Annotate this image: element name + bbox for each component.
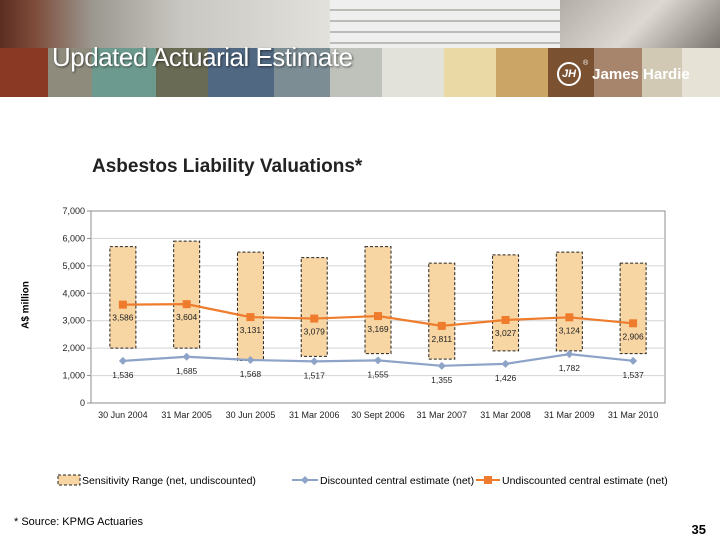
color-swatch: [594, 48, 642, 97]
undiscounted-data-label: 3,079: [304, 327, 326, 337]
header-photo-left: [0, 0, 330, 48]
sensitivity-range-bar: [555, 251, 583, 352]
undiscounted-point: [565, 313, 574, 322]
legend-undiscounted-marker: [484, 476, 492, 484]
x-tick-label: 31 Mar 2008: [480, 410, 531, 420]
undiscounted-point: [374, 312, 382, 321]
color-swatch: [330, 48, 382, 97]
undiscounted-data-label: 3,027: [495, 328, 517, 338]
brand-name: James Hardie: [592, 65, 690, 83]
undiscounted-data-label: 2,811: [431, 334, 452, 344]
discounted-point: [182, 352, 191, 361]
legend-range-label: Sensitivity Range (net, undiscounted): [82, 475, 256, 487]
undiscounted-data-label: 2,906: [622, 331, 644, 341]
undiscounted-point: [501, 315, 510, 324]
color-swatch: [444, 48, 496, 97]
color-swatch: [382, 48, 444, 97]
liability-chart: 0 1,000 2,000 3,000 4,000 5,000 6,000 7,000 30 J…: [57, 206, 668, 487]
discounted-point: [118, 356, 127, 365]
undiscounted-point: [437, 321, 446, 330]
color-swatch: [92, 48, 156, 97]
legend-range-swatch: [57, 474, 81, 486]
y-tick-label: 7,000: [62, 206, 85, 216]
color-swatch: [48, 48, 92, 97]
x-tick-label: 31 Mar 2005: [161, 410, 212, 420]
slide-header: [0, 0, 720, 97]
color-swatch-strip: [0, 48, 720, 97]
discounted-point: [565, 350, 574, 359]
brand-logo: JH ® James Hardie: [557, 60, 690, 86]
color-swatch: [682, 48, 720, 97]
undiscounted-point: [118, 300, 127, 309]
registered-mark: ®: [583, 60, 589, 67]
discounted-point: [437, 361, 446, 370]
x-tick-label: 31 Mar 2010: [608, 410, 659, 420]
sensitivity-range-bar: [109, 246, 137, 349]
undiscounted-point: [629, 319, 638, 328]
x-tick-label: 30 Jun 2005: [226, 410, 276, 420]
color-swatch: [156, 48, 208, 97]
undiscounted-data-label: 3,169: [367, 324, 389, 334]
discounted-data-label: 1,426: [495, 373, 517, 383]
chart-title: Asbestos Liability Valuations*: [92, 156, 363, 177]
discounted-data-label: 1,782: [559, 363, 581, 373]
undiscounted-data-label: 3,131: [240, 325, 262, 335]
color-swatch: [274, 48, 330, 97]
discounted-data-label: 1,555: [367, 369, 389, 379]
discounted-data-label: 1,517: [304, 370, 326, 380]
james-hardie-logo-icon: JH: [557, 62, 581, 86]
x-tick-label: 30 Sept 2006: [351, 410, 405, 420]
x-tick-label: 31 Mar 2006: [289, 410, 340, 420]
color-swatch: [0, 48, 48, 97]
x-tick-label: 30 Jun 2004: [98, 410, 148, 420]
undiscounted-point: [310, 314, 319, 323]
legend-undiscounted-label: Undiscounted central estimate (net): [502, 475, 668, 487]
discounted-data-label: 1,685: [176, 366, 198, 376]
discounted-data-label: 1,537: [622, 370, 644, 380]
color-swatch: [208, 48, 274, 97]
discounted-point: [310, 357, 319, 366]
discounted-point: [246, 355, 255, 364]
sensitivity-range-bar: [364, 246, 392, 355]
discounted-data-label: 1,536: [112, 370, 134, 380]
discounted-data-label: 1,355: [431, 375, 453, 385]
y-tick-label: 3,000: [62, 316, 85, 326]
color-swatch: [496, 48, 548, 97]
legend-discounted-label: Discounted central estimate (net): [320, 475, 474, 487]
x-tick-label: 31 Mar 2009: [544, 410, 595, 420]
sensitivity-range-bar: [300, 257, 328, 357]
y-tick-label: 0: [80, 398, 85, 408]
discounted-point: [501, 359, 510, 368]
undiscounted-data-label: 3,586: [112, 313, 134, 323]
undiscounted-point: [246, 313, 255, 322]
sensitivity-range-bar: [619, 262, 647, 355]
page-number: 35: [691, 522, 706, 537]
discounted-data-label: 1,568: [240, 369, 262, 379]
y-tick-label: 2,000: [62, 343, 85, 353]
y-tick-label: 4,000: [62, 288, 85, 298]
y-tick-label: 5,000: [62, 261, 85, 271]
y-tick-label: 1,000: [62, 371, 85, 381]
header-photo-right: [560, 0, 720, 48]
sensitivity-range-bar: [236, 251, 264, 361]
color-swatch: [642, 48, 682, 97]
sensitivity-range-bar: [492, 254, 520, 352]
undiscounted-point: [182, 300, 191, 309]
y-tick-label: 6,000: [62, 233, 85, 243]
x-tick-label: 31 Mar 2007: [417, 410, 468, 420]
slide-title: Updated Actuarial Estimate: [52, 42, 353, 72]
discounted-point: [629, 356, 638, 365]
header-photo-siding: [330, 0, 560, 48]
undiscounted-data-label: 3,604: [176, 312, 198, 322]
sensitivity-range-bar: [173, 240, 201, 349]
footnote: * Source: KPMG Actuaries: [14, 516, 143, 528]
sensitivity-range-bar: [428, 262, 456, 360]
undiscounted-data-label: 3,124: [559, 325, 581, 335]
legend-discounted-marker: [301, 476, 309, 484]
discounted-point: [374, 356, 382, 365]
